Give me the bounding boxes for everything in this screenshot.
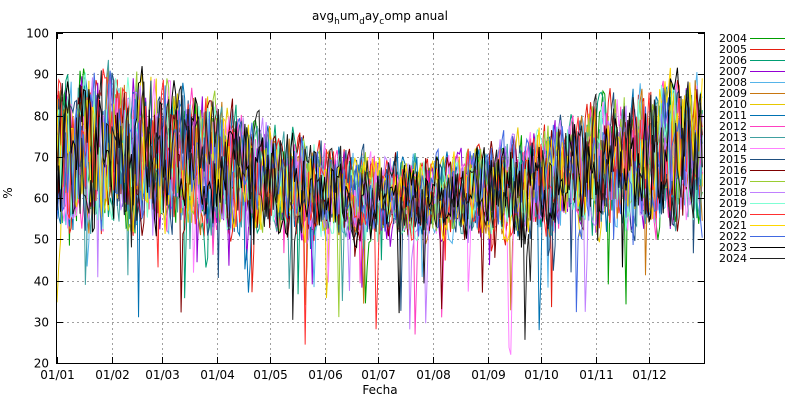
legend-label-2011: 2011 xyxy=(719,109,747,122)
x-tick-label: 01/11 xyxy=(579,368,614,382)
legend-label-2015: 2015 xyxy=(719,153,747,166)
x-tick-label: 01/10 xyxy=(524,368,559,382)
y-axis: 20 30 40 50 60 70 80 90 100 xyxy=(26,27,704,371)
x-tick-label: 01/07 xyxy=(361,368,396,382)
legend: 2004200520062007200820092010201120122013… xyxy=(719,32,785,265)
legend-label-2007: 2007 xyxy=(719,65,747,78)
legend-label-2017: 2017 xyxy=(719,175,747,188)
y-tick-label: 70 xyxy=(34,151,49,165)
x-axis-title: Fecha xyxy=(362,383,397,397)
y-tick-label: 40 xyxy=(34,275,49,289)
legend-label-2006: 2006 xyxy=(719,54,747,67)
x-tick-label: 01/05 xyxy=(253,368,288,382)
series-line-2024 xyxy=(56,70,703,340)
series-lines xyxy=(56,59,703,355)
x-tick-label: 01/04 xyxy=(200,368,235,382)
legend-label-2008: 2008 xyxy=(719,76,747,89)
x-tick-label: 01/09 xyxy=(471,368,506,382)
legend-label-2010: 2010 xyxy=(719,98,747,111)
x-axis: 01/01 01/02 01/03 01/04 01/05 01/06 01/07 01/08… xyxy=(40,33,667,382)
legend-label-2004: 2004 xyxy=(719,32,747,45)
legend-label-2009: 2009 xyxy=(719,87,747,100)
legend-label-2022: 2022 xyxy=(719,230,747,243)
x-tick-label: 01/06 xyxy=(308,368,343,382)
legend-label-2014: 2014 xyxy=(719,142,747,155)
plot-frame xyxy=(56,32,705,364)
x-tick-label: 01/12 xyxy=(632,368,667,382)
series-line-2021 xyxy=(56,67,703,244)
y-tick-label: 90 xyxy=(34,68,49,82)
y-tick-label: 80 xyxy=(34,110,49,124)
chart-title: avghumdaycomp anual xyxy=(312,9,448,27)
y-tick-label: 20 xyxy=(34,357,49,371)
y-tick-label: 60 xyxy=(34,192,49,206)
legend-label-2012: 2012 xyxy=(719,120,747,133)
legend-label-2018: 2018 xyxy=(719,186,747,199)
legend-label-2021: 2021 xyxy=(719,219,747,232)
y-tick-label: 100 xyxy=(26,27,49,41)
legend-label-2020: 2020 xyxy=(719,208,747,221)
y-tick-label: 30 xyxy=(34,316,49,330)
y-axis-title: % xyxy=(1,187,15,198)
legend-label-2013: 2013 xyxy=(719,131,747,144)
x-tick-label: 01/01 xyxy=(40,368,75,382)
x-tick-label: 01/03 xyxy=(145,368,180,382)
legend-label-2019: 2019 xyxy=(719,197,747,210)
legend-label-2016: 2016 xyxy=(719,164,747,177)
legend-label-2024: 2024 xyxy=(719,252,747,265)
x-tick-label: 01/08 xyxy=(416,368,451,382)
legend-label-2005: 2005 xyxy=(719,43,747,56)
x-tick-label: 01/02 xyxy=(95,368,130,382)
legend-label-2023: 2023 xyxy=(719,241,747,254)
y-tick-label: 50 xyxy=(34,233,49,247)
